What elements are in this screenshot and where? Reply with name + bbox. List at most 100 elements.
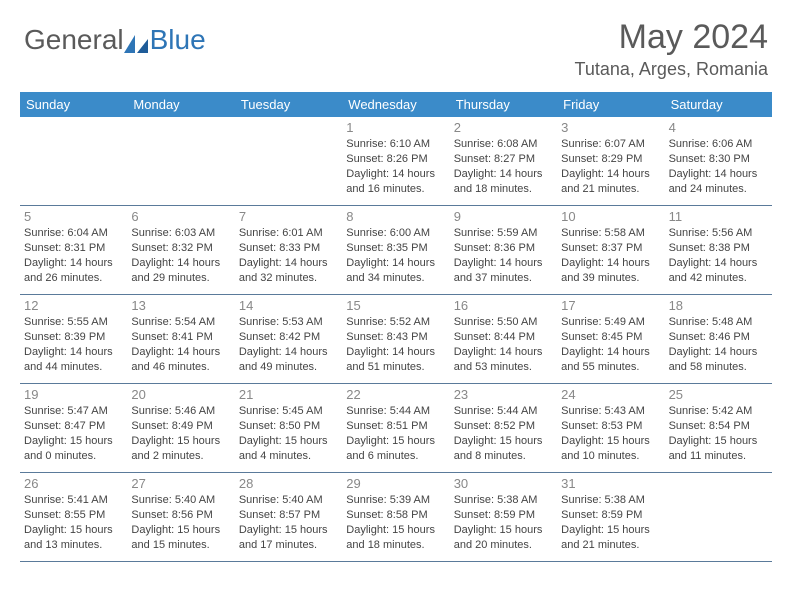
day-number: 1	[346, 120, 445, 135]
info-line: Sunrise: 5:50 AM	[454, 315, 553, 330]
calendar-cell: 12Sunrise: 5:55 AMSunset: 8:39 PMDayligh…	[20, 295, 127, 383]
info-line: and 4 minutes.	[239, 449, 338, 464]
info-line: Sunset: 8:37 PM	[561, 241, 660, 256]
calendar-cell: 29Sunrise: 5:39 AMSunset: 8:58 PMDayligh…	[342, 473, 449, 561]
info-line: Sunrise: 6:03 AM	[131, 226, 230, 241]
calendar-cell	[20, 117, 127, 205]
calendar-cell: 5 Sunrise: 6:04 AMSunset: 8:31 PMDaylight…	[20, 206, 127, 294]
info-line: Sunrise: 6:01 AM	[239, 226, 338, 241]
day-number: 9	[454, 209, 553, 224]
calendar-cell: 4 Sunrise: 6:06 AMSunset: 8:30 PMDaylight…	[665, 117, 772, 205]
info-line: Sunrise: 6:07 AM	[561, 137, 660, 152]
day-number: 27	[131, 476, 230, 491]
calendar-cell	[235, 117, 342, 205]
info-line: and 20 minutes.	[454, 538, 553, 553]
info-line: Sunrise: 5:49 AM	[561, 315, 660, 330]
day-info: Sunrise: 5:52 AMSunset: 8:43 PMDaylight:…	[346, 315, 445, 374]
weekday-label: Thursday	[450, 92, 557, 117]
day-info: Sunrise: 5:42 AMSunset: 8:54 PMDaylight:…	[669, 404, 768, 463]
info-line: Daylight: 14 hours	[561, 167, 660, 182]
info-line: Sunset: 8:32 PM	[131, 241, 230, 256]
day-info: Sunrise: 6:06 AMSunset: 8:30 PMDaylight:…	[669, 137, 768, 196]
day-number: 23	[454, 387, 553, 402]
day-info: Sunrise: 6:10 AMSunset: 8:26 PMDaylight:…	[346, 137, 445, 196]
weekday-label: Monday	[127, 92, 234, 117]
info-line: Sunset: 8:57 PM	[239, 508, 338, 523]
info-line: Sunrise: 5:43 AM	[561, 404, 660, 419]
day-number: 31	[561, 476, 660, 491]
info-line: Sunset: 8:30 PM	[669, 152, 768, 167]
info-line: and 34 minutes.	[346, 271, 445, 286]
info-line: Sunset: 8:58 PM	[346, 508, 445, 523]
calendar-week: 12Sunrise: 5:55 AMSunset: 8:39 PMDayligh…	[20, 295, 772, 384]
day-info: Sunrise: 5:59 AMSunset: 8:36 PMDaylight:…	[454, 226, 553, 285]
day-number: 3	[561, 120, 660, 135]
day-info: Sunrise: 6:03 AMSunset: 8:32 PMDaylight:…	[131, 226, 230, 285]
title-block: May 2024 Tutana, Arges, Romania	[575, 18, 768, 80]
day-number: 2	[454, 120, 553, 135]
info-line: Daylight: 14 hours	[454, 256, 553, 271]
info-line: Sunrise: 5:54 AM	[131, 315, 230, 330]
info-line: Daylight: 15 hours	[346, 434, 445, 449]
info-line: and 17 minutes.	[239, 538, 338, 553]
info-line: and 16 minutes.	[346, 182, 445, 197]
day-info: Sunrise: 5:54 AMSunset: 8:41 PMDaylight:…	[131, 315, 230, 374]
day-number: 26	[24, 476, 123, 491]
calendar-cell: 8 Sunrise: 6:00 AMSunset: 8:35 PMDaylight…	[342, 206, 449, 294]
info-line: Daylight: 15 hours	[24, 523, 123, 538]
info-line: Sunrise: 5:41 AM	[24, 493, 123, 508]
day-info: Sunrise: 5:56 AMSunset: 8:38 PMDaylight:…	[669, 226, 768, 285]
info-line: Sunset: 8:47 PM	[24, 419, 123, 434]
day-info: Sunrise: 5:41 AMSunset: 8:55 PMDaylight:…	[24, 493, 123, 552]
calendar-cell: 6Sunrise: 6:03 AMSunset: 8:32 PMDaylight…	[127, 206, 234, 294]
day-number: 8	[346, 209, 445, 224]
info-line: and 15 minutes.	[131, 538, 230, 553]
info-line: Daylight: 14 hours	[131, 345, 230, 360]
day-info: Sunrise: 5:45 AMSunset: 8:50 PMDaylight:…	[239, 404, 338, 463]
info-line: Daylight: 14 hours	[346, 345, 445, 360]
info-line: Sunrise: 5:40 AM	[239, 493, 338, 508]
day-number: 28	[239, 476, 338, 491]
day-number: 11	[669, 209, 768, 224]
day-info: Sunrise: 6:00 AMSunset: 8:35 PMDaylight:…	[346, 226, 445, 285]
info-line: Sunrise: 5:48 AM	[669, 315, 768, 330]
info-line: Sunrise: 5:38 AM	[561, 493, 660, 508]
calendar-cell: 30Sunrise: 5:38 AMSunset: 8:59 PMDayligh…	[450, 473, 557, 561]
info-line: Daylight: 14 hours	[24, 256, 123, 271]
info-line: Sunset: 8:44 PM	[454, 330, 553, 345]
info-line: Sunset: 8:42 PM	[239, 330, 338, 345]
info-line: Daylight: 14 hours	[669, 167, 768, 182]
info-line: Sunrise: 5:47 AM	[24, 404, 123, 419]
info-line: Daylight: 15 hours	[454, 434, 553, 449]
info-line: Sunset: 8:27 PM	[454, 152, 553, 167]
info-line: Daylight: 15 hours	[131, 434, 230, 449]
info-line: and 46 minutes.	[131, 360, 230, 375]
day-info: Sunrise: 6:04 AMSunset: 8:31 PMDaylight:…	[24, 226, 123, 285]
info-line: Sunrise: 5:44 AM	[454, 404, 553, 419]
info-line: and 2 minutes.	[131, 449, 230, 464]
day-number: 30	[454, 476, 553, 491]
calendar-cell: 15Sunrise: 5:52 AMSunset: 8:43 PMDayligh…	[342, 295, 449, 383]
day-info: Sunrise: 5:40 AMSunset: 8:57 PMDaylight:…	[239, 493, 338, 552]
day-info: Sunrise: 5:38 AMSunset: 8:59 PMDaylight:…	[561, 493, 660, 552]
info-line: Sunrise: 6:10 AM	[346, 137, 445, 152]
info-line: Daylight: 14 hours	[131, 256, 230, 271]
day-number: 5	[24, 209, 123, 224]
weekday-label: Wednesday	[342, 92, 449, 117]
calendar-cell: 10Sunrise: 5:58 AMSunset: 8:37 PMDayligh…	[557, 206, 664, 294]
day-number: 22	[346, 387, 445, 402]
calendar-cell: 18Sunrise: 5:48 AMSunset: 8:46 PMDayligh…	[665, 295, 772, 383]
day-number: 16	[454, 298, 553, 313]
info-line: Sunrise: 6:00 AM	[346, 226, 445, 241]
info-line: Daylight: 14 hours	[561, 345, 660, 360]
info-line: Daylight: 15 hours	[239, 523, 338, 538]
calendar-cell: 28 Sunrise: 5:40 AMSunset: 8:57 PMDayligh…	[235, 473, 342, 561]
info-line: and 18 minutes.	[454, 182, 553, 197]
info-line: Daylight: 15 hours	[131, 523, 230, 538]
logo-text-general: General	[24, 24, 124, 56]
info-line: Sunset: 8:33 PM	[239, 241, 338, 256]
info-line: Daylight: 15 hours	[239, 434, 338, 449]
calendar-cell: 27Sunrise: 5:40 AMSunset: 8:56 PMDayligh…	[127, 473, 234, 561]
day-number: 4	[669, 120, 768, 135]
info-line: Daylight: 15 hours	[561, 523, 660, 538]
